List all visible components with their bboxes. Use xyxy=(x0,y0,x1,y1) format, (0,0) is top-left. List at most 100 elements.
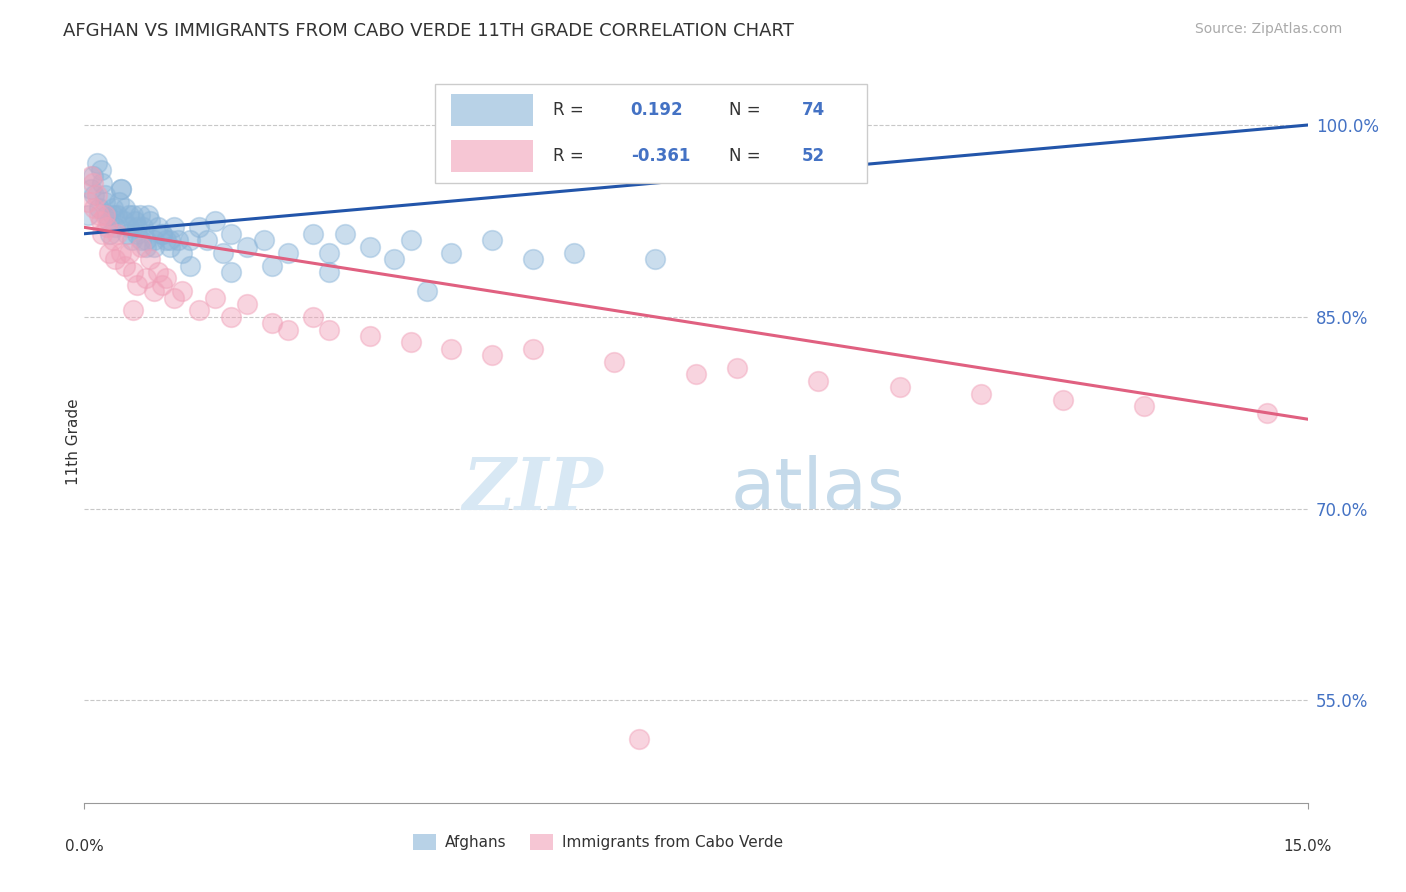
Point xyxy=(301,310,323,324)
Point xyxy=(122,265,145,279)
Point xyxy=(112,214,135,228)
Point xyxy=(481,233,503,247)
Point xyxy=(87,208,110,222)
Point xyxy=(142,239,165,253)
Point xyxy=(522,342,544,356)
Point xyxy=(110,246,132,260)
Point xyxy=(146,265,169,279)
Point xyxy=(260,316,283,330)
Point xyxy=(96,220,118,235)
Point xyxy=(100,227,122,241)
Point xyxy=(253,233,276,247)
Text: Source: ZipAtlas.com: Source: ZipAtlas.com xyxy=(1195,22,1343,37)
Point xyxy=(301,227,323,241)
Text: 15.0%: 15.0% xyxy=(1284,838,1331,854)
Point xyxy=(127,227,149,241)
Point xyxy=(603,354,626,368)
Point xyxy=(970,386,993,401)
Point xyxy=(204,291,226,305)
Text: R =: R = xyxy=(554,147,589,165)
Point xyxy=(115,227,138,241)
Point xyxy=(318,246,340,260)
Point xyxy=(399,233,422,247)
Point xyxy=(212,246,235,260)
Point xyxy=(91,227,114,241)
Point xyxy=(77,208,100,222)
Point xyxy=(96,208,118,222)
Text: N =: N = xyxy=(728,102,765,120)
Bar xyxy=(451,140,533,172)
Point xyxy=(204,214,226,228)
Point xyxy=(121,233,143,247)
Point xyxy=(1133,400,1156,414)
Point xyxy=(146,220,169,235)
Point xyxy=(83,188,105,202)
Point xyxy=(627,731,650,746)
Point xyxy=(159,233,181,247)
Point xyxy=(132,220,155,235)
Point xyxy=(127,220,149,235)
Point xyxy=(104,220,127,235)
Point xyxy=(118,208,141,222)
Point xyxy=(481,348,503,362)
Y-axis label: 11th Grade: 11th Grade xyxy=(66,398,80,485)
Point xyxy=(142,233,165,247)
Point xyxy=(440,342,463,356)
Point xyxy=(80,182,103,196)
Point xyxy=(83,201,105,215)
Text: 0.192: 0.192 xyxy=(631,102,683,120)
Point xyxy=(1052,392,1074,407)
Point xyxy=(86,188,108,202)
Point xyxy=(440,246,463,260)
Text: 74: 74 xyxy=(801,102,825,120)
Point xyxy=(118,220,141,235)
Point xyxy=(195,233,218,247)
Point xyxy=(114,259,136,273)
Point xyxy=(122,208,145,222)
Point xyxy=(107,194,129,209)
Point xyxy=(766,118,789,132)
Point xyxy=(104,252,127,267)
Point xyxy=(260,259,283,273)
Text: R =: R = xyxy=(554,102,589,120)
Point xyxy=(277,246,299,260)
Text: 52: 52 xyxy=(801,147,825,165)
Point xyxy=(335,227,357,241)
Point xyxy=(86,156,108,170)
Point xyxy=(807,374,830,388)
Point xyxy=(359,329,381,343)
Point xyxy=(685,368,707,382)
Point xyxy=(150,277,173,292)
Point xyxy=(128,208,150,222)
Text: ZIP: ZIP xyxy=(463,454,603,525)
Point xyxy=(172,285,194,299)
Point xyxy=(150,227,173,241)
Text: -0.361: -0.361 xyxy=(631,147,690,165)
Point xyxy=(101,208,124,222)
Point xyxy=(150,227,173,241)
Point xyxy=(889,380,911,394)
Text: N =: N = xyxy=(728,147,765,165)
Point xyxy=(382,252,405,267)
Point xyxy=(93,194,115,209)
Point xyxy=(87,201,110,215)
Text: 0.0%: 0.0% xyxy=(65,838,104,854)
Point xyxy=(155,233,177,247)
Point xyxy=(93,188,115,202)
Point xyxy=(131,239,153,253)
Point xyxy=(114,201,136,215)
Point xyxy=(110,182,132,196)
Legend: Afghans, Immigrants from Cabo Verde: Afghans, Immigrants from Cabo Verde xyxy=(408,829,789,856)
Point xyxy=(236,239,259,253)
Point xyxy=(80,169,103,184)
Point xyxy=(277,323,299,337)
Point xyxy=(187,220,209,235)
Point xyxy=(135,233,157,247)
Point xyxy=(90,214,112,228)
Point xyxy=(187,303,209,318)
Text: AFGHAN VS IMMIGRANTS FROM CABO VERDE 11TH GRADE CORRELATION CHART: AFGHAN VS IMMIGRANTS FROM CABO VERDE 11T… xyxy=(63,22,794,40)
Point xyxy=(136,208,159,222)
Point xyxy=(359,239,381,253)
Point xyxy=(105,227,128,241)
Bar xyxy=(451,95,533,127)
